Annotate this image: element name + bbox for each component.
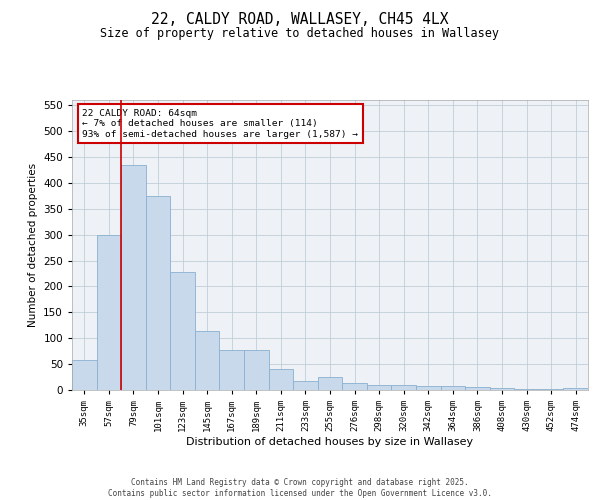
Bar <box>97 234 121 390</box>
Bar <box>391 385 416 390</box>
Bar <box>342 383 367 390</box>
Bar <box>367 386 391 390</box>
Y-axis label: Number of detached properties: Number of detached properties <box>28 163 38 327</box>
Bar <box>72 360 97 390</box>
Text: 22, CALDY ROAD, WALLASEY, CH45 4LX: 22, CALDY ROAD, WALLASEY, CH45 4LX <box>151 12 449 28</box>
Bar <box>563 388 588 390</box>
Bar <box>121 164 146 390</box>
Bar <box>170 272 195 390</box>
Bar <box>416 386 440 390</box>
Bar <box>440 386 465 390</box>
Text: Contains HM Land Registry data © Crown copyright and database right 2025.
Contai: Contains HM Land Registry data © Crown c… <box>108 478 492 498</box>
Bar <box>318 377 342 390</box>
Bar <box>514 389 539 390</box>
Bar <box>146 196 170 390</box>
Bar <box>244 350 269 390</box>
Bar <box>220 350 244 390</box>
Bar <box>465 388 490 390</box>
Bar <box>269 370 293 390</box>
Bar <box>195 332 220 390</box>
Text: Size of property relative to detached houses in Wallasey: Size of property relative to detached ho… <box>101 28 499 40</box>
X-axis label: Distribution of detached houses by size in Wallasey: Distribution of detached houses by size … <box>187 437 473 447</box>
Text: 22 CALDY ROAD: 64sqm
← 7% of detached houses are smaller (114)
93% of semi-detac: 22 CALDY ROAD: 64sqm ← 7% of detached ho… <box>82 108 358 138</box>
Bar <box>293 380 318 390</box>
Bar <box>490 388 514 390</box>
